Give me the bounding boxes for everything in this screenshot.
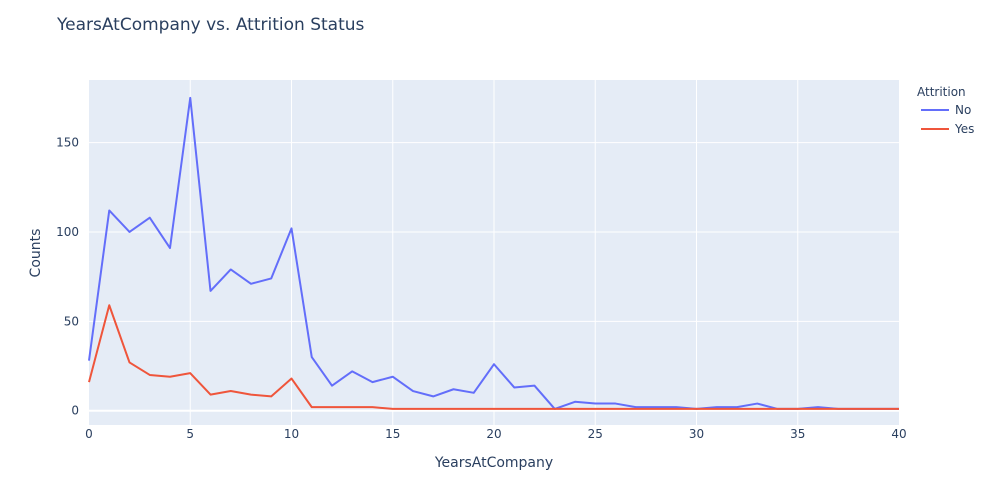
x-tick-label: 5 bbox=[186, 427, 194, 441]
legend-item-yes[interactable]: Yes bbox=[921, 122, 974, 136]
x-axis-ticks: 0 5 10 15 20 25 30 35 40 bbox=[85, 427, 906, 441]
legend-item-no[interactable]: No bbox=[921, 103, 971, 117]
x-tick-label: 35 bbox=[790, 427, 805, 441]
legend-label: No bbox=[955, 103, 971, 117]
x-tick-label: 15 bbox=[385, 427, 400, 441]
legend-title: Attrition bbox=[917, 85, 966, 99]
x-tick-label: 0 bbox=[85, 427, 93, 441]
series-line-yes[interactable] bbox=[88, 304, 899, 410]
x-tick-label: 25 bbox=[588, 427, 603, 441]
series-line-no[interactable] bbox=[88, 96, 899, 410]
x-tick-label: 10 bbox=[284, 427, 299, 441]
grid-lines bbox=[89, 80, 899, 425]
x-tick-label: 40 bbox=[891, 427, 906, 441]
y-tick-label: 0 bbox=[71, 404, 79, 418]
y-tick-label: 50 bbox=[64, 314, 79, 328]
y-axis-title: Counts bbox=[28, 229, 44, 278]
y-tick-label: 100 bbox=[56, 225, 79, 239]
legend[interactable]: Attrition No Yes bbox=[917, 85, 974, 136]
legend-label: Yes bbox=[954, 122, 974, 136]
chart-title: YearsAtCompany vs. Attrition Status bbox=[56, 15, 365, 35]
x-tick-label: 30 bbox=[689, 427, 704, 441]
x-axis-title: YearsAtCompany bbox=[434, 455, 553, 471]
x-tick-label: 20 bbox=[486, 427, 501, 441]
series-lines bbox=[88, 96, 899, 410]
y-axis-ticks: 0 50 100 150 bbox=[56, 136, 79, 418]
y-tick-label: 150 bbox=[56, 136, 79, 150]
